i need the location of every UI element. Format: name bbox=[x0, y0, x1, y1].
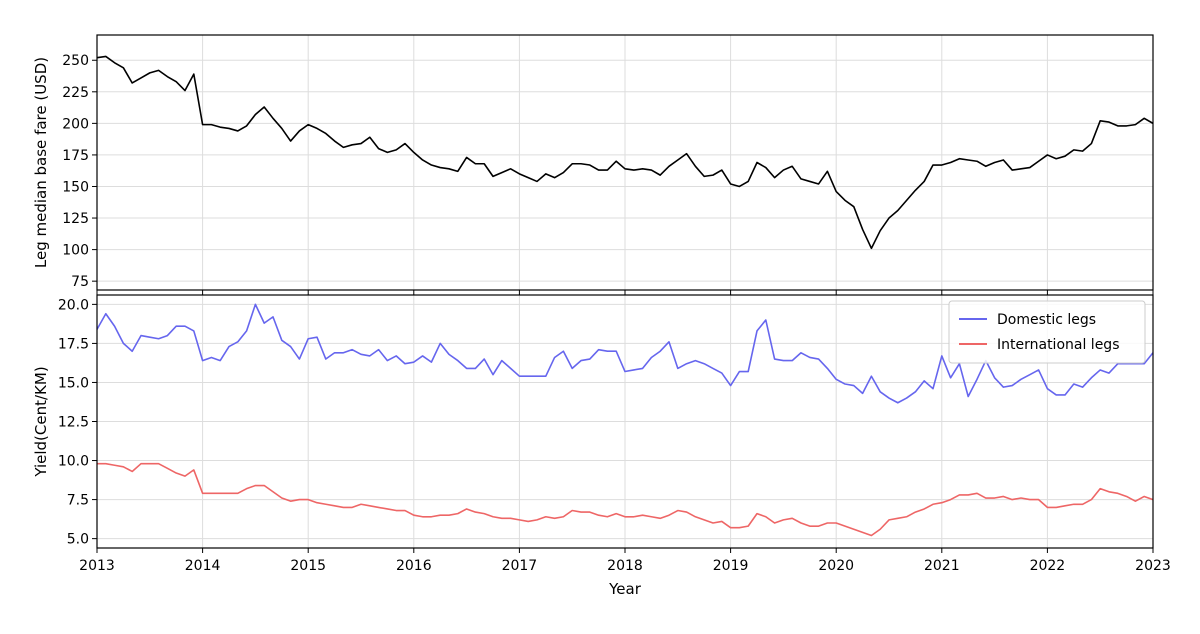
legend-label: Domestic legs bbox=[997, 312, 1096, 328]
yield-panel: 5.0 7.5 10.0 12.5 15.0 17.5 20.0 2013 2014 2015 20… bbox=[32, 294, 1171, 598]
series-line-fare-0 bbox=[96, 55, 1154, 250]
y-tick-label: 125 bbox=[62, 211, 89, 227]
x-tick-label: 2018 bbox=[607, 558, 643, 574]
y-tick-label: 20.0 bbox=[58, 297, 89, 313]
axes-frame bbox=[96, 34, 1154, 291]
y-tick-label: 10.0 bbox=[58, 454, 89, 470]
x-tick-label: 2019 bbox=[713, 558, 749, 574]
y-tick-label: 12.5 bbox=[58, 415, 89, 431]
x-tick-label: 2022 bbox=[1030, 558, 1066, 574]
y-tick-label: 250 bbox=[62, 53, 89, 69]
y-tick-label: 200 bbox=[62, 116, 89, 132]
x-tick-label: 2013 bbox=[79, 558, 115, 574]
x-axis-label: Year bbox=[608, 580, 642, 598]
y-tick-label: 150 bbox=[62, 179, 89, 195]
legend-label: International legs bbox=[997, 337, 1120, 353]
y-tick-label: 175 bbox=[62, 148, 89, 164]
y-tick-label: 100 bbox=[62, 243, 89, 259]
x-tick-label: 2020 bbox=[818, 558, 854, 574]
y-tick-label: 75 bbox=[71, 274, 89, 290]
y-axis-label: Yield(Cent/KM) bbox=[32, 366, 50, 477]
series-line-domestic-legs bbox=[96, 303, 1154, 404]
x-tick-label: 2016 bbox=[396, 558, 432, 574]
legend-box bbox=[948, 300, 1146, 364]
x-tick-label: 2015 bbox=[290, 558, 326, 574]
x-tick-label: 2014 bbox=[185, 558, 221, 574]
y-tick-label: 225 bbox=[62, 85, 89, 101]
fare-panel: 75 100 125 150 175 200 225 250 Leg median base f… bbox=[32, 34, 1154, 295]
x-tick-label: 2023 bbox=[1135, 558, 1171, 574]
y-tick-label: 15.0 bbox=[58, 375, 89, 391]
series-line-international-legs bbox=[97, 462, 1154, 537]
y-tick-label: 7.5 bbox=[67, 493, 89, 509]
y-tick-label: 5.0 bbox=[67, 532, 89, 548]
x-tick-label: 2021 bbox=[924, 558, 960, 574]
legend: Domestic legs International legs bbox=[948, 300, 1146, 364]
y-axis-label: Leg median base fare (USD) bbox=[32, 57, 50, 268]
y-tick-label: 17.5 bbox=[58, 336, 89, 352]
x-tick-label: 2017 bbox=[502, 558, 538, 574]
axes-frame bbox=[96, 294, 1154, 549]
